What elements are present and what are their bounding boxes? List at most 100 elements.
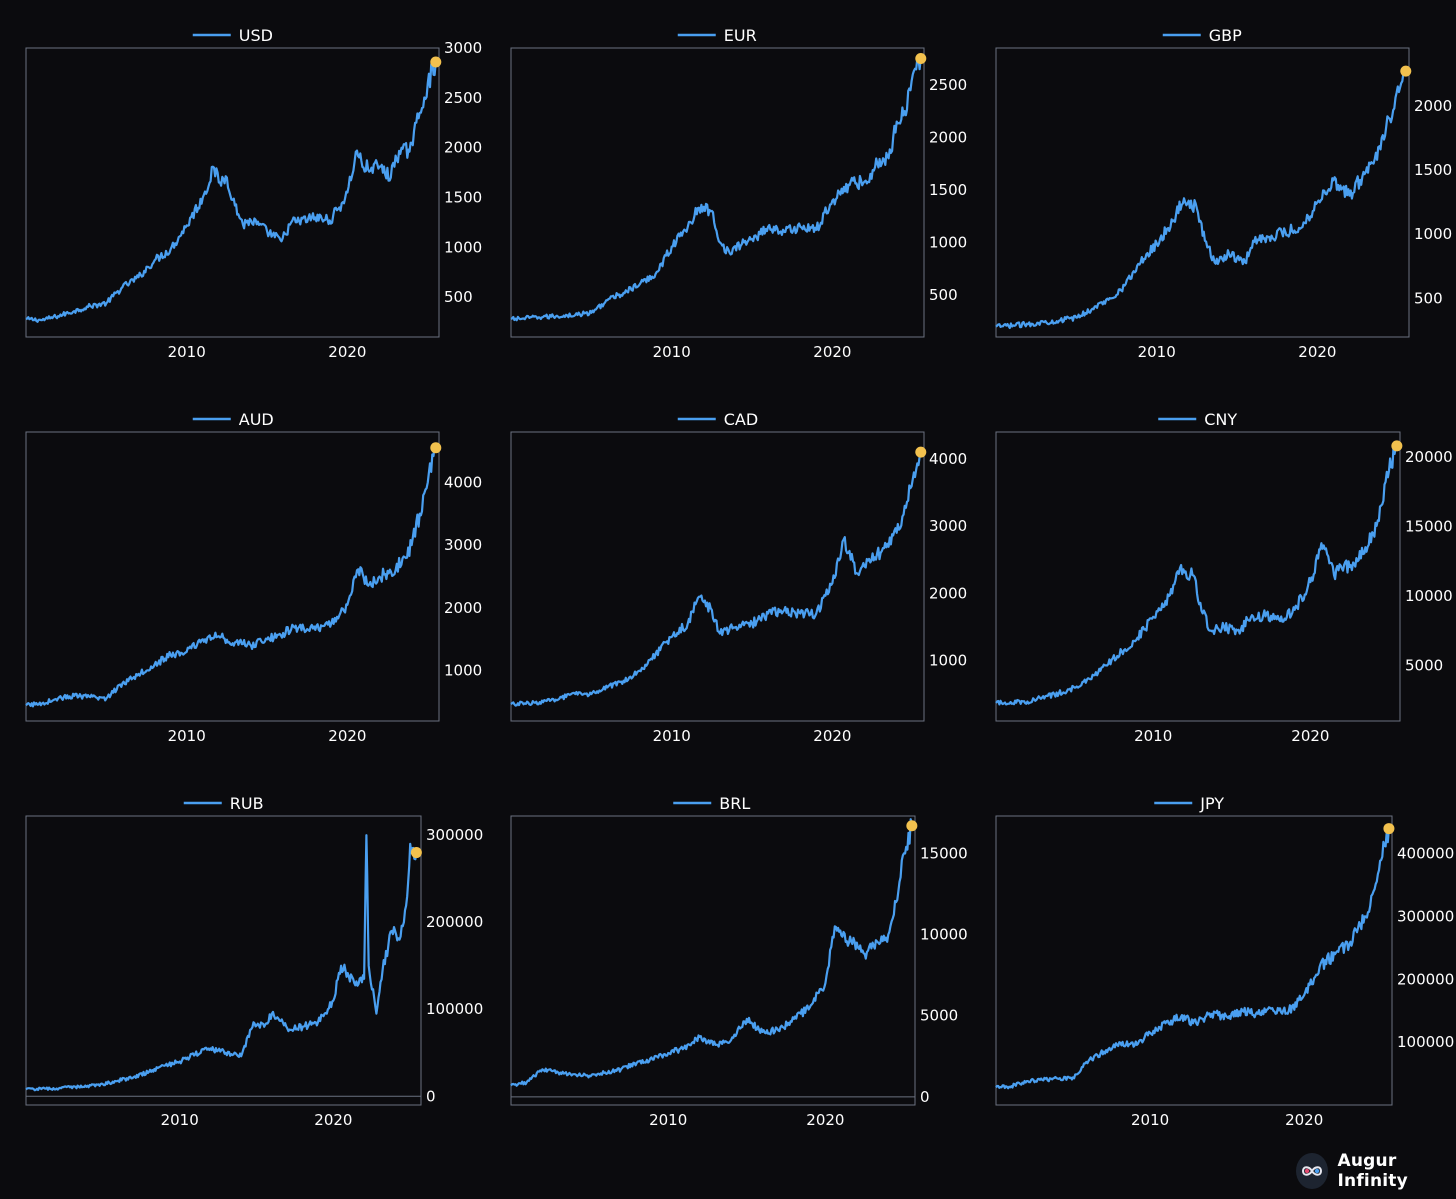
y-tick-label: 1500 (1414, 161, 1452, 179)
legend-label: JPY (1199, 794, 1224, 813)
y-tick-label: 1000 (444, 662, 482, 680)
y-tick-label: 500 (444, 288, 473, 306)
legend-label: BRL (719, 794, 750, 813)
plot-frame (995, 47, 1410, 338)
chart-panel: JPY 100000 200000 300000 400000 2010 2020 (995, 794, 1454, 1129)
x-tick-label: 2010 (1138, 343, 1176, 361)
legend-label: GBP (1209, 26, 1242, 45)
x-tick-label: 2010 (168, 343, 206, 361)
plot-frame (510, 431, 925, 722)
plot-frame (25, 47, 440, 338)
legend-label: RUB (230, 794, 264, 813)
plot-frame (25, 431, 440, 722)
series-line (995, 70, 1407, 330)
legend-label: AUD (239, 410, 274, 429)
plot-frame (510, 815, 916, 1106)
y-tick-label: 400000 (1397, 845, 1454, 863)
last-value-marker (430, 442, 442, 454)
plot-frame (25, 815, 422, 1106)
x-tick-label: 2010 (653, 727, 691, 745)
x-tick-label: 2010 (653, 343, 691, 361)
y-tick-label: 3000 (929, 517, 967, 535)
y-tick-label: 100000 (426, 1000, 483, 1018)
series-line (25, 59, 437, 323)
y-tick-label: 5000 (920, 1007, 958, 1025)
legend-label: EUR (724, 26, 757, 45)
y-tick-label: 0 (426, 1087, 436, 1105)
x-tick-label: 2010 (161, 1111, 199, 1129)
y-tick-label: 3000 (444, 536, 482, 554)
chart-panel: GBP 500 1000 1500 2000 2010 2020 (995, 26, 1452, 361)
last-value-marker (1383, 823, 1395, 835)
last-value-marker (915, 53, 927, 65)
chart-panel: AUD 1000 2000 3000 4000 2010 2020 (25, 410, 482, 745)
series-line (25, 834, 418, 1092)
x-tick-label: 2020 (813, 727, 851, 745)
legend-label: CAD (724, 410, 758, 429)
y-tick-label: 1000 (929, 233, 967, 251)
y-tick-label: 200000 (426, 913, 483, 931)
x-tick-label: 2010 (1134, 727, 1172, 745)
x-tick-label: 2010 (649, 1111, 687, 1129)
y-tick-label: 1000 (444, 238, 482, 256)
plot-frame (995, 431, 1401, 722)
chart-panel: BRL 0 5000 10000 15000 2010 2020 (510, 794, 968, 1129)
x-tick-label: 2020 (813, 343, 851, 361)
y-tick-label: 2000 (929, 584, 967, 602)
x-tick-label: 2020 (328, 727, 366, 745)
last-value-marker (906, 820, 918, 832)
y-tick-label: 500 (1414, 289, 1443, 307)
y-tick-label: 100000 (1397, 1033, 1454, 1051)
series-line (510, 451, 922, 707)
y-tick-label: 1500 (929, 181, 967, 199)
infinity-icon (1296, 1153, 1328, 1189)
x-tick-label: 2020 (328, 343, 366, 361)
x-tick-label: 2020 (314, 1111, 352, 1129)
x-tick-label: 2020 (1285, 1111, 1323, 1129)
last-value-marker (1400, 65, 1412, 77)
series-line (25, 443, 437, 708)
series-line (510, 818, 913, 1087)
y-tick-label: 300000 (1397, 908, 1454, 926)
series-line (510, 57, 922, 322)
y-tick-label: 5000 (1405, 656, 1443, 674)
y-tick-label: 500 (929, 286, 958, 304)
y-tick-label: 300000 (426, 826, 483, 844)
legend-label: CNY (1204, 410, 1237, 429)
chart-panel: CAD 1000 2000 3000 4000 2010 2020 (510, 410, 967, 745)
chart-panel: RUB 0 100000 200000 300000 2010 2020 (25, 794, 483, 1129)
y-tick-label: 1500 (444, 188, 482, 206)
x-tick-label: 2020 (806, 1111, 844, 1129)
plot-frame (995, 815, 1393, 1106)
y-tick-label: 200000 (1397, 970, 1454, 988)
y-tick-label: 2000 (444, 139, 482, 157)
brand: Augur Infinity (1296, 1151, 1456, 1191)
chart-panel: USD 500 1000 1500 2000 2500 3000 2010 2020 (25, 26, 482, 361)
last-value-marker (430, 56, 442, 68)
legend-label: USD (239, 26, 273, 45)
y-tick-label: 2500 (929, 76, 967, 94)
last-value-marker (915, 446, 927, 458)
series-line (995, 444, 1398, 706)
chart-panel: EUR 500 1000 1500 2000 2500 2010 2020 (510, 26, 967, 361)
y-tick-label: 4000 (929, 450, 967, 468)
last-value-marker (410, 847, 422, 859)
y-tick-label: 3000 (444, 39, 482, 57)
last-value-marker (1391, 440, 1403, 452)
x-tick-label: 2010 (168, 727, 206, 745)
y-tick-label: 10000 (920, 926, 968, 944)
y-tick-label: 2000 (1414, 97, 1452, 115)
x-tick-label: 2010 (1131, 1111, 1169, 1129)
y-tick-label: 1000 (1414, 225, 1452, 243)
y-tick-label: 2500 (444, 89, 482, 107)
y-tick-label: 20000 (1405, 448, 1453, 466)
brand-name: Augur Infinity (1337, 1151, 1408, 1191)
y-tick-label: 2000 (444, 599, 482, 617)
y-tick-label: 15000 (1405, 517, 1453, 535)
chart-panel: CNY 5000 10000 15000 20000 2010 2020 (995, 410, 1453, 745)
y-tick-label: 1000 (929, 652, 967, 670)
y-tick-label: 4000 (444, 473, 482, 491)
y-tick-label: 2000 (929, 128, 967, 146)
y-tick-label: 15000 (920, 844, 968, 862)
